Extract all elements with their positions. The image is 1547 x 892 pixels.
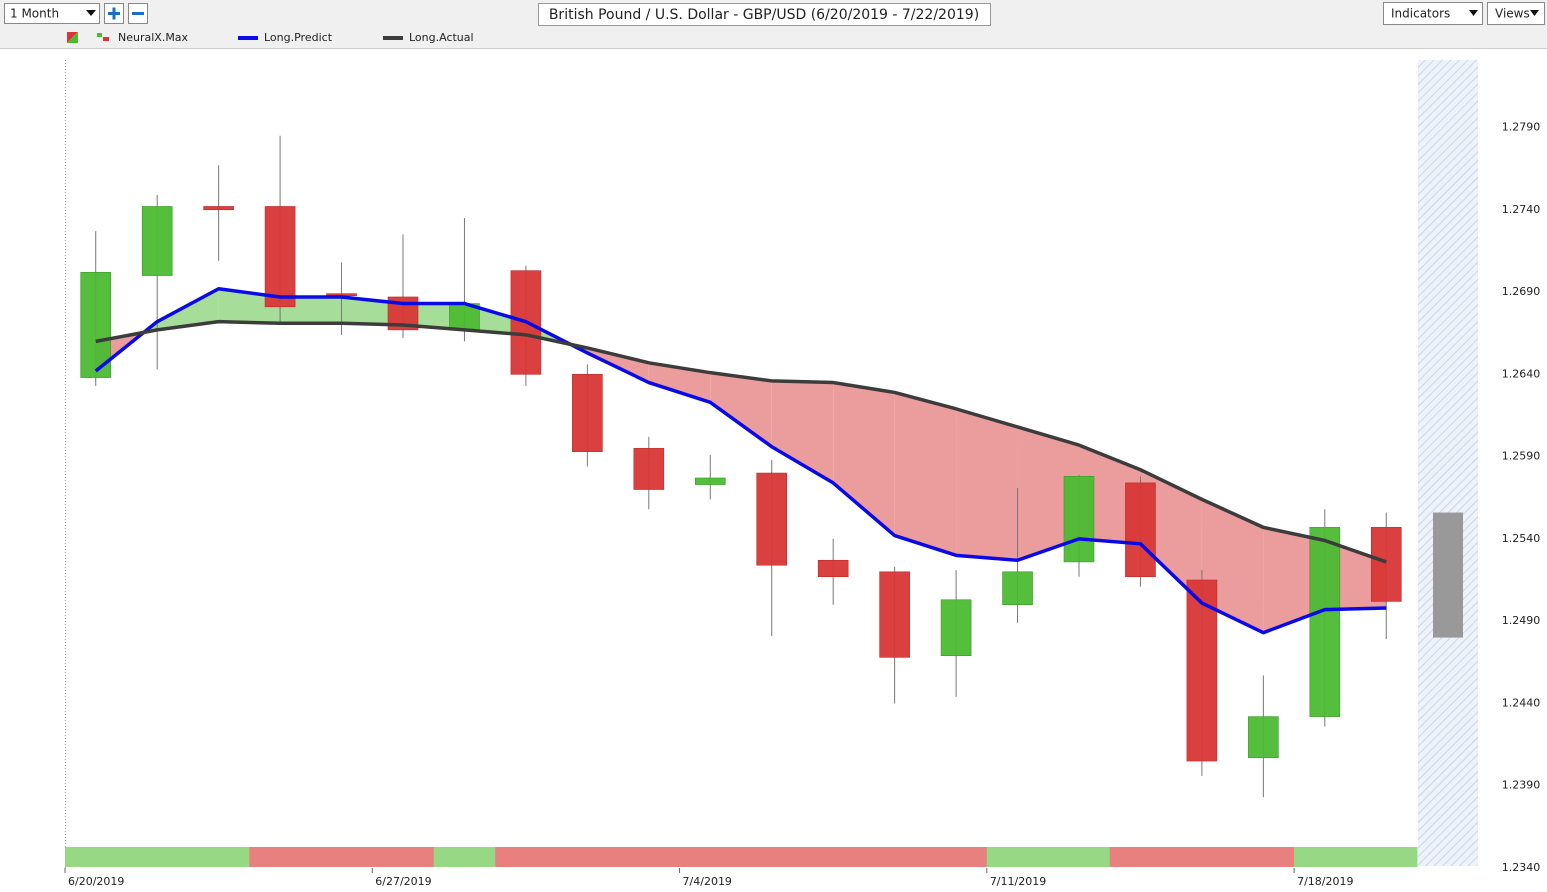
zoom-in-button[interactable] bbox=[104, 3, 124, 24]
x-tick-label: 6/20/2019 bbox=[68, 875, 124, 888]
candle-body bbox=[633, 448, 665, 490]
x-tick-label: 7/18/2019 bbox=[1297, 875, 1353, 888]
legend-toggle-icon[interactable] bbox=[67, 32, 78, 43]
fill-between bbox=[403, 303, 465, 330]
y-tick-label: 1.2540 bbox=[1502, 532, 1541, 545]
forecast-range bbox=[1433, 512, 1463, 638]
signal-cell bbox=[741, 847, 803, 867]
candle-body bbox=[1186, 579, 1218, 762]
y-tick-label: 1.2740 bbox=[1502, 203, 1541, 216]
series-line bbox=[94, 286, 1387, 635]
y-tick-label: 1.2640 bbox=[1502, 367, 1541, 380]
indicators-label: Indicators bbox=[1391, 7, 1450, 21]
legend-label: Long.Actual bbox=[409, 31, 474, 44]
period-dropdown[interactable]: 1 Month bbox=[4, 3, 100, 24]
signal-cell bbox=[372, 847, 435, 867]
y-tick-label: 1.2440 bbox=[1502, 696, 1541, 709]
views-dropdown[interactable]: Views bbox=[1487, 2, 1545, 25]
chart-title: British Pound / U.S. Dollar - GBP/USD (6… bbox=[549, 7, 979, 23]
period-label: 1 Month bbox=[10, 7, 59, 21]
signal-cell bbox=[986, 847, 1049, 867]
title-box bbox=[538, 3, 991, 26]
signal-cell bbox=[925, 847, 988, 867]
signal-cell bbox=[65, 847, 127, 867]
fill-between bbox=[894, 392, 957, 556]
fill-between bbox=[1140, 469, 1202, 604]
fill-between bbox=[1201, 499, 1264, 633]
signal-cell bbox=[249, 847, 312, 867]
fill-between bbox=[157, 288, 219, 330]
candle-body bbox=[756, 472, 788, 566]
y-tick-label: 1.2490 bbox=[1502, 614, 1541, 627]
candle-body bbox=[1370, 527, 1402, 602]
fill-between bbox=[648, 362, 711, 403]
zoom-out-button[interactable] bbox=[128, 3, 148, 24]
signal-cell bbox=[863, 847, 926, 867]
legend-signal-icon bbox=[103, 37, 109, 41]
y-tick-label: 1.2390 bbox=[1502, 779, 1541, 792]
legend-signal-icon bbox=[97, 33, 102, 37]
views-label: Views bbox=[1495, 7, 1530, 21]
fill-between bbox=[218, 288, 281, 324]
signal-cell bbox=[310, 847, 373, 867]
fill-between bbox=[1263, 527, 1325, 633]
candle-body bbox=[264, 206, 296, 308]
fill-between bbox=[280, 296, 342, 324]
x-tick-label: 6/27/2019 bbox=[375, 875, 431, 888]
fill-between bbox=[1017, 426, 1079, 561]
y-tick-label: 1.2590 bbox=[1502, 450, 1541, 463]
y-tick-label: 1.2690 bbox=[1502, 285, 1541, 298]
signal-cell bbox=[1294, 847, 1357, 867]
signal-cell bbox=[802, 847, 865, 867]
signal-cell bbox=[1355, 847, 1418, 867]
fill-between bbox=[956, 408, 1018, 561]
legend-label: NeuralX.Max bbox=[118, 31, 189, 44]
candle-body bbox=[572, 374, 603, 452]
signal-cell bbox=[679, 847, 742, 867]
series-line bbox=[95, 319, 1387, 564]
x-tick-label: 7/4/2019 bbox=[683, 875, 732, 888]
candle-body bbox=[879, 571, 910, 658]
legend-label: Long.Predict bbox=[264, 31, 333, 44]
candle-body bbox=[80, 271, 112, 378]
signal-cell bbox=[1232, 847, 1295, 867]
future-area bbox=[1418, 60, 1478, 866]
fill-between bbox=[833, 382, 895, 536]
signal-cell bbox=[126, 847, 189, 867]
candle-body bbox=[694, 477, 726, 485]
signal-cell bbox=[187, 847, 250, 867]
x-tick-label: 7/11/2019 bbox=[990, 875, 1046, 888]
signal-cell bbox=[1048, 847, 1111, 867]
candle-body bbox=[203, 206, 234, 211]
signal-cell bbox=[1171, 847, 1234, 867]
fill-between bbox=[710, 372, 772, 447]
candle-body bbox=[1248, 716, 1279, 759]
fill-between bbox=[1079, 445, 1141, 544]
signal-cell bbox=[618, 847, 681, 867]
candle-body bbox=[141, 206, 173, 276]
signal-cell bbox=[556, 847, 619, 867]
signal-cell bbox=[495, 847, 558, 867]
y-tick-label: 1.2340 bbox=[1502, 861, 1541, 874]
signal-cell bbox=[1109, 847, 1172, 867]
signal-cell bbox=[433, 847, 496, 867]
fill-between bbox=[771, 380, 834, 483]
candle-body bbox=[1309, 527, 1341, 717]
indicators-dropdown[interactable]: Indicators bbox=[1383, 2, 1483, 25]
candle-body bbox=[817, 559, 849, 578]
candle-body bbox=[940, 599, 972, 657]
candle-body bbox=[1125, 482, 1156, 578]
candle-body bbox=[1002, 571, 1033, 606]
fill-between bbox=[341, 296, 403, 325]
candle-body bbox=[1063, 476, 1095, 563]
y-tick-label: 1.2790 bbox=[1502, 120, 1541, 133]
fill-between bbox=[464, 303, 526, 335]
